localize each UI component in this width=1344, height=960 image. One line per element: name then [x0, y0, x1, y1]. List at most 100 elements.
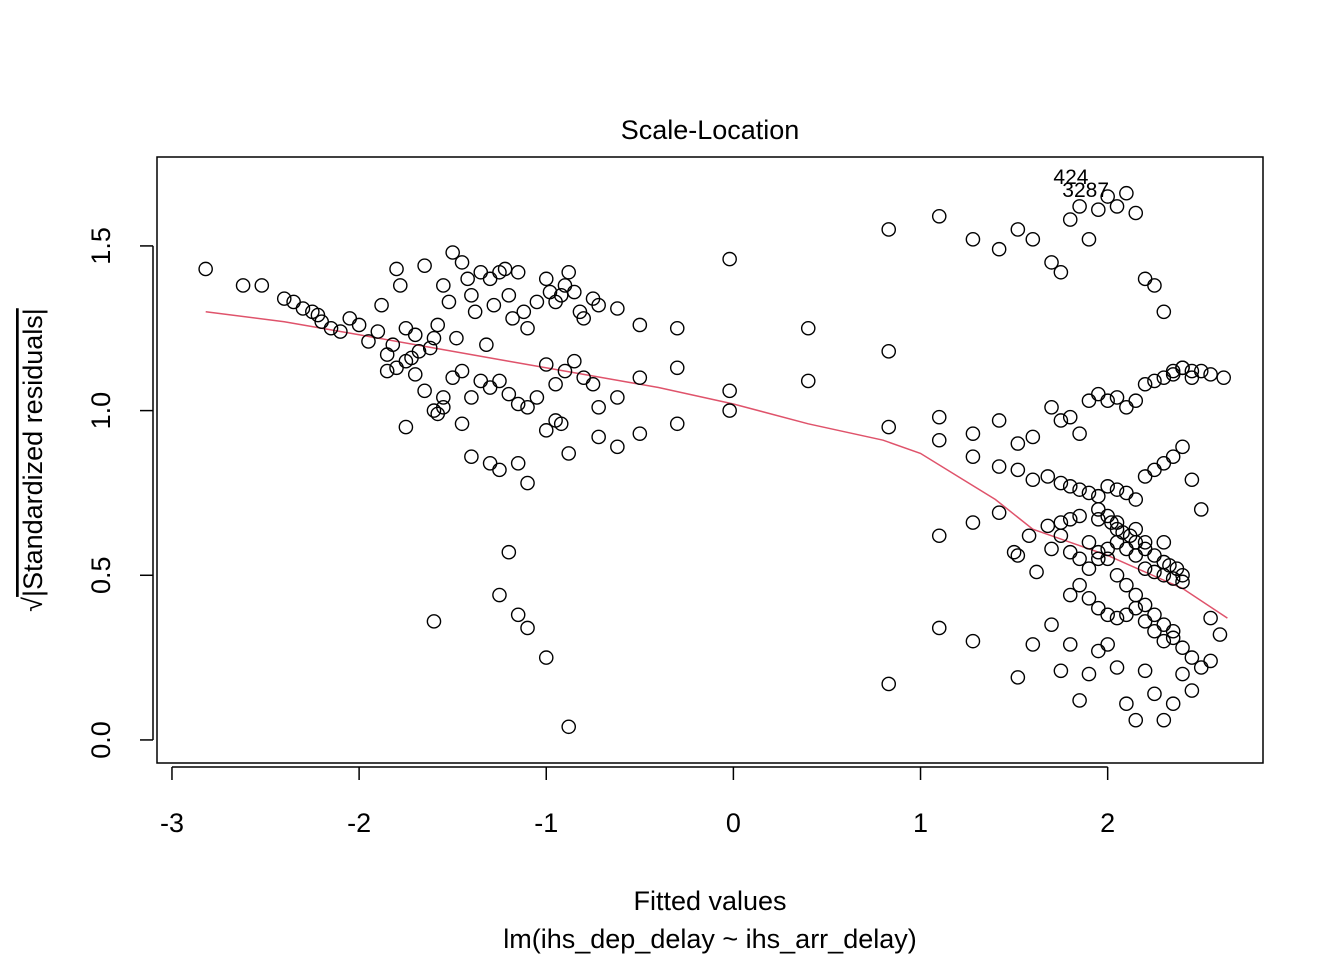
data-point	[492, 373, 507, 389]
data-point	[501, 544, 517, 560]
data-point	[1081, 591, 1097, 606]
data-point	[501, 288, 517, 303]
data-point	[931, 208, 947, 224]
data-point	[1091, 643, 1106, 659]
data-point	[482, 271, 498, 287]
data-point	[965, 232, 981, 247]
smooth-line	[205, 311, 1228, 619]
data-point	[1165, 363, 1181, 379]
data-point	[669, 360, 685, 376]
data-point	[538, 271, 554, 287]
data-point	[1081, 666, 1097, 682]
data-point	[632, 426, 648, 441]
data-point	[276, 291, 292, 306]
data-point	[1147, 564, 1162, 580]
data-point	[1062, 587, 1078, 603]
data-point	[1025, 232, 1041, 247]
data-point	[361, 334, 376, 349]
data-point	[464, 449, 479, 465]
data-point	[426, 403, 442, 418]
data-point	[385, 337, 401, 353]
data-point	[1156, 455, 1172, 471]
data-point	[1053, 515, 1069, 530]
data-point	[1119, 485, 1134, 501]
data-point	[1137, 535, 1153, 550]
data-point	[1156, 617, 1172, 632]
data-point	[520, 475, 535, 491]
data-point	[1147, 607, 1162, 623]
data-point	[1147, 462, 1162, 478]
data-point	[1062, 212, 1078, 227]
data-point	[454, 255, 470, 270]
data-point	[1010, 222, 1026, 237]
data-point	[931, 528, 947, 544]
data-point	[482, 455, 498, 471]
data-point	[510, 264, 526, 280]
data-point	[1062, 511, 1078, 527]
data-point	[1072, 199, 1087, 214]
data-point	[610, 439, 625, 455]
data-point	[1147, 373, 1162, 389]
data-point	[931, 620, 947, 636]
data-point	[610, 390, 625, 405]
data-point	[1053, 264, 1069, 280]
data-point	[417, 383, 432, 399]
data-point	[486, 297, 502, 313]
data-point	[454, 363, 470, 379]
chart-title: Scale-Location	[621, 115, 800, 145]
data-point	[398, 320, 414, 336]
data-point	[436, 278, 451, 293]
data-point	[454, 416, 470, 432]
data-point	[576, 370, 591, 385]
data-point	[1109, 567, 1125, 583]
data-point	[1100, 637, 1115, 652]
data-point	[529, 390, 545, 405]
data-point	[198, 261, 213, 277]
data-point	[1091, 502, 1106, 517]
data-point	[1137, 597, 1153, 613]
data-point	[1072, 577, 1087, 593]
data-point	[254, 278, 270, 293]
data-point	[1156, 304, 1172, 320]
data-point	[1072, 551, 1087, 567]
data-point	[1175, 439, 1190, 455]
data-point	[1128, 205, 1144, 221]
data-point	[1044, 255, 1059, 270]
data-point	[370, 324, 386, 339]
data-point	[1072, 693, 1087, 708]
data-point	[1119, 577, 1134, 593]
data-point	[520, 320, 535, 336]
data-point	[1044, 541, 1059, 557]
x-tick-label: 0	[726, 808, 741, 838]
data-point	[965, 633, 981, 649]
data-point	[445, 370, 460, 385]
data-point	[286, 294, 301, 310]
smooth-line-layer	[205, 311, 1228, 619]
data-point	[965, 449, 981, 465]
data-point	[561, 446, 577, 461]
data-point	[398, 353, 414, 369]
data-point	[1081, 561, 1097, 576]
data-point	[591, 400, 606, 415]
data-point	[576, 311, 591, 326]
data-point	[965, 426, 981, 441]
data-point	[591, 429, 606, 445]
data-point	[1165, 696, 1181, 712]
data-point	[965, 515, 981, 530]
data-point	[538, 423, 554, 438]
x-axis-label: Fitted values	[633, 886, 786, 916]
data-point	[426, 330, 442, 346]
data-point	[492, 462, 507, 478]
data-point	[479, 337, 494, 353]
data-point	[374, 297, 389, 313]
data-point	[632, 317, 648, 333]
data-point	[411, 344, 427, 359]
data-point	[1081, 232, 1097, 247]
y-axis-label-text: |Standardized residuals|	[18, 308, 48, 597]
data-point	[881, 419, 897, 435]
data-point	[1128, 600, 1144, 616]
data-point	[585, 376, 601, 392]
data-point	[1040, 518, 1056, 534]
data-point	[1010, 436, 1026, 451]
